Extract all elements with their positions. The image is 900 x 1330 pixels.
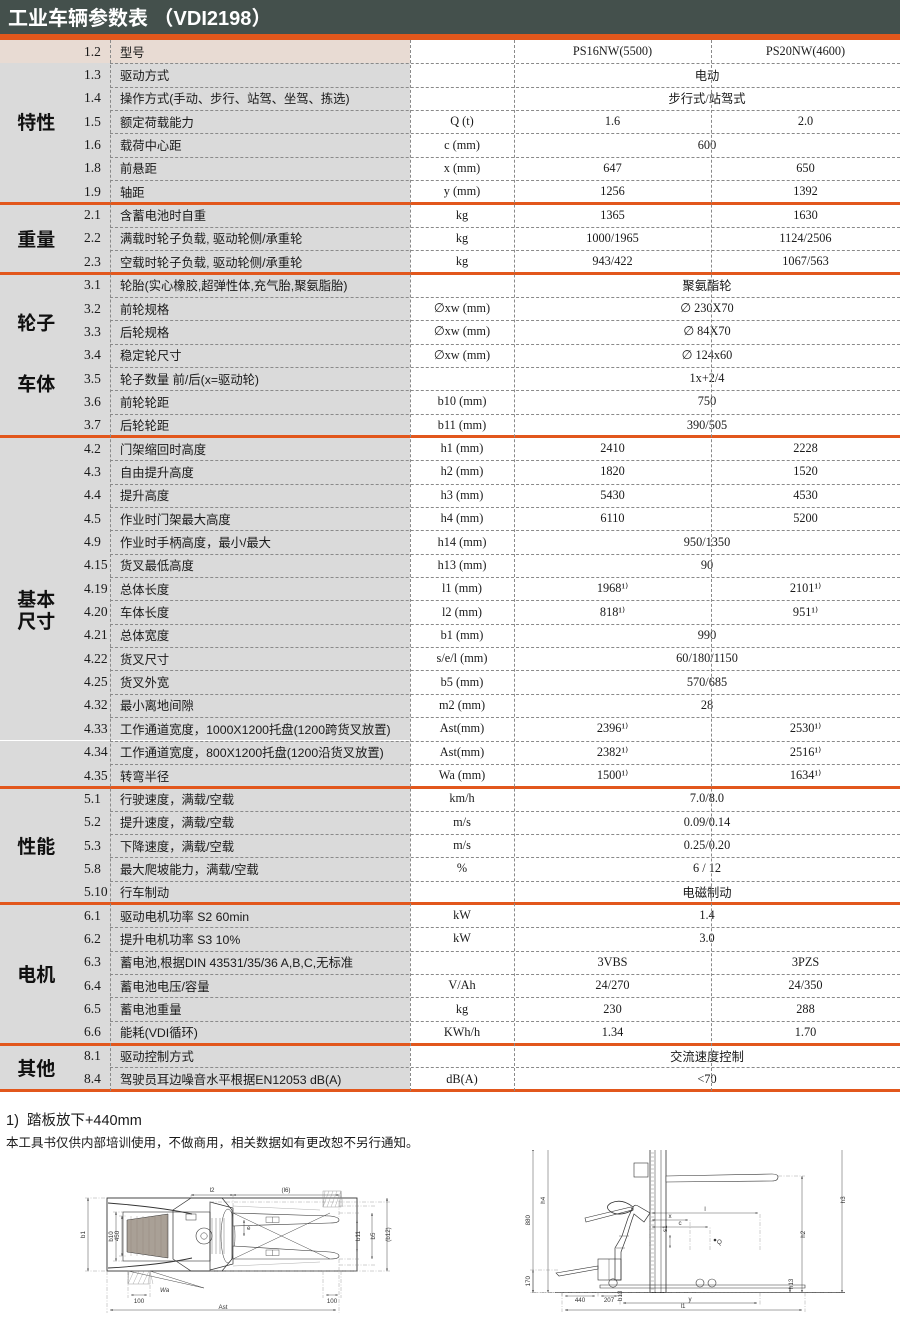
svg-text:h3: h3 — [840, 1196, 847, 1203]
svg-text:h13: h13 — [788, 1278, 795, 1289]
svg-text:880: 880 — [525, 1215, 532, 1226]
svg-text:h2: h2 — [800, 1230, 807, 1237]
svg-text:440: 440 — [575, 1297, 586, 1304]
svg-text:s1: s1 — [662, 1225, 669, 1232]
svg-text:Q: Q — [717, 1239, 722, 1246]
svg-text:l: l — [704, 1206, 705, 1213]
svg-text:207: 207 — [604, 1297, 615, 1304]
svg-text:x: x — [668, 1213, 672, 1220]
svg-text:h4: h4 — [540, 1196, 547, 1203]
svg-text:y: y — [688, 1296, 692, 1303]
svg-text:l1: l1 — [681, 1303, 686, 1310]
svg-text:b13: b13 — [617, 1290, 624, 1301]
svg-text:c: c — [678, 1220, 681, 1227]
svg-text:170: 170 — [525, 1276, 532, 1287]
